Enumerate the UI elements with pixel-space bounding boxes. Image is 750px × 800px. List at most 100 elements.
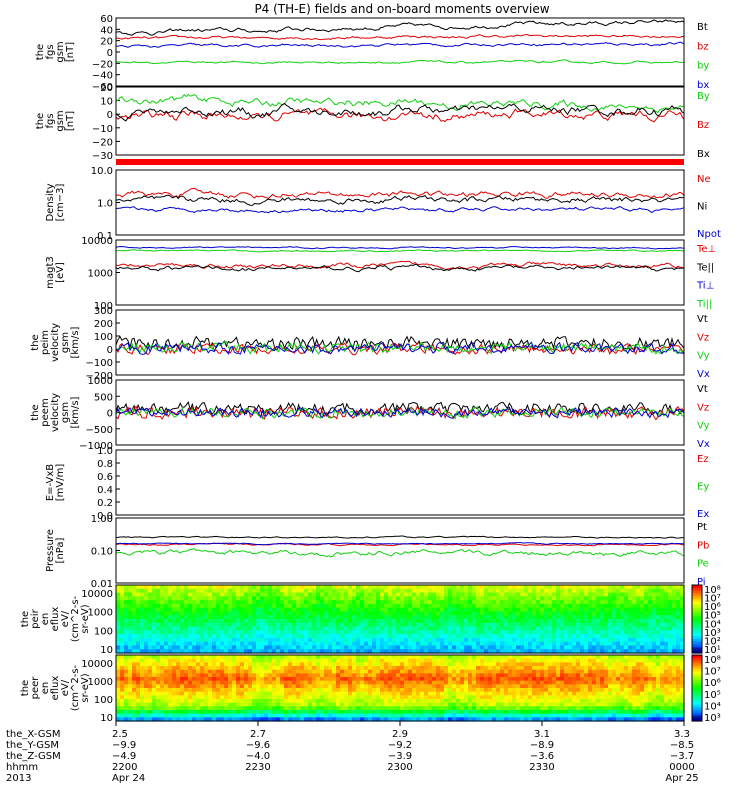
ylabel-line: peim [40, 330, 51, 355]
heat-cell [352, 607, 357, 613]
heat-cell [280, 680, 285, 685]
heat-cell [500, 695, 505, 700]
heat-cell [532, 645, 537, 650]
heat-cell [544, 713, 549, 718]
series-peim_velocity-2 [116, 341, 684, 355]
heat-cell [316, 596, 321, 601]
ylabel-line: [km/s] [70, 326, 81, 358]
heat-cell [612, 619, 617, 624]
heat-cell [368, 684, 373, 689]
heat-cell [372, 684, 377, 689]
heat-cell [228, 669, 233, 674]
heat-cell [348, 634, 353, 639]
heat-cell [132, 588, 137, 594]
heat-cell [424, 688, 429, 693]
heat-cell [256, 669, 261, 674]
heat-cell [484, 603, 489, 609]
heat-cell [120, 596, 125, 601]
heat-cell [596, 641, 601, 647]
heat-cell [296, 658, 301, 663]
heat-cell [376, 622, 381, 628]
heat-cell [212, 607, 217, 613]
heat-cell [420, 600, 425, 605]
heat-cell [568, 626, 573, 631]
heat-cell [652, 622, 657, 628]
heat-cell [476, 622, 481, 628]
heat-cell [364, 695, 369, 700]
heat-cell [324, 611, 329, 616]
heat-cell [304, 713, 309, 718]
heat-cell [312, 607, 317, 613]
heat-cell [164, 630, 169, 635]
heat-cell [216, 585, 221, 590]
heat-cell [184, 680, 189, 685]
heat-cell [296, 596, 301, 601]
heat-cell [336, 585, 341, 590]
heat-cell [240, 630, 245, 635]
heat-cell [412, 634, 417, 639]
heat-cell [256, 615, 261, 620]
heat-cell [504, 702, 509, 707]
heat-cell [300, 592, 305, 597]
heat-cell [664, 626, 669, 631]
heat-cell [184, 669, 189, 674]
heat-cell [448, 596, 453, 601]
heat-cell [340, 706, 345, 711]
heat-cell [212, 688, 217, 693]
heat-cell [204, 592, 209, 597]
heat-cell [420, 649, 425, 654]
heat-cell [268, 713, 273, 718]
heat-cell [172, 637, 177, 643]
heat-cell [184, 607, 189, 613]
heat-cell [592, 710, 597, 715]
heat-cell [200, 596, 205, 601]
heat-cell [540, 695, 545, 700]
heat-cell [496, 603, 501, 609]
heat-cell [388, 630, 393, 635]
heat-cell [172, 622, 177, 628]
heat-cell [588, 695, 593, 700]
heat-cell [332, 688, 337, 693]
heat-cell [372, 588, 377, 594]
heat-cell [220, 677, 225, 682]
heat-cell [224, 607, 229, 613]
legend-pressure-1: Pb [697, 540, 709, 551]
heat-cell [328, 600, 333, 605]
heat-cell [588, 680, 593, 685]
heat-cell [256, 592, 261, 597]
heat-cell [172, 662, 177, 667]
heat-cell [660, 619, 665, 624]
heat-cell [500, 706, 505, 711]
heat-cell [392, 680, 397, 685]
heat-cell [120, 669, 125, 674]
heat-cell [492, 655, 497, 660]
heat-cell [504, 600, 509, 605]
heat-cell [280, 626, 285, 631]
heat-cell [600, 649, 605, 654]
heat-cell [388, 588, 393, 594]
heat-cell [484, 637, 489, 643]
heat-cell [472, 706, 477, 711]
heat-cell [144, 637, 149, 643]
heat-cell [440, 585, 445, 590]
heat-cell [160, 607, 165, 613]
heat-cell [440, 691, 445, 696]
heat-cell [276, 680, 281, 685]
heat-cell [200, 717, 205, 722]
legend-pressure-3: Pi [697, 577, 706, 588]
heat-cell [228, 710, 233, 715]
legend-efield-1: Ey [697, 482, 709, 493]
heat-cell [224, 677, 229, 682]
heat-cell [560, 603, 565, 609]
heat-cell [208, 658, 213, 663]
heat-cell [596, 666, 601, 671]
heat-cell [484, 611, 489, 616]
heat-cell [320, 645, 325, 650]
heat-cell [284, 688, 289, 693]
heat-cell [560, 600, 565, 605]
heat-cell [296, 588, 301, 594]
heat-cell [484, 699, 489, 704]
heat-cell [620, 596, 625, 601]
heat-cell [488, 596, 493, 601]
heat-cell [500, 630, 505, 635]
